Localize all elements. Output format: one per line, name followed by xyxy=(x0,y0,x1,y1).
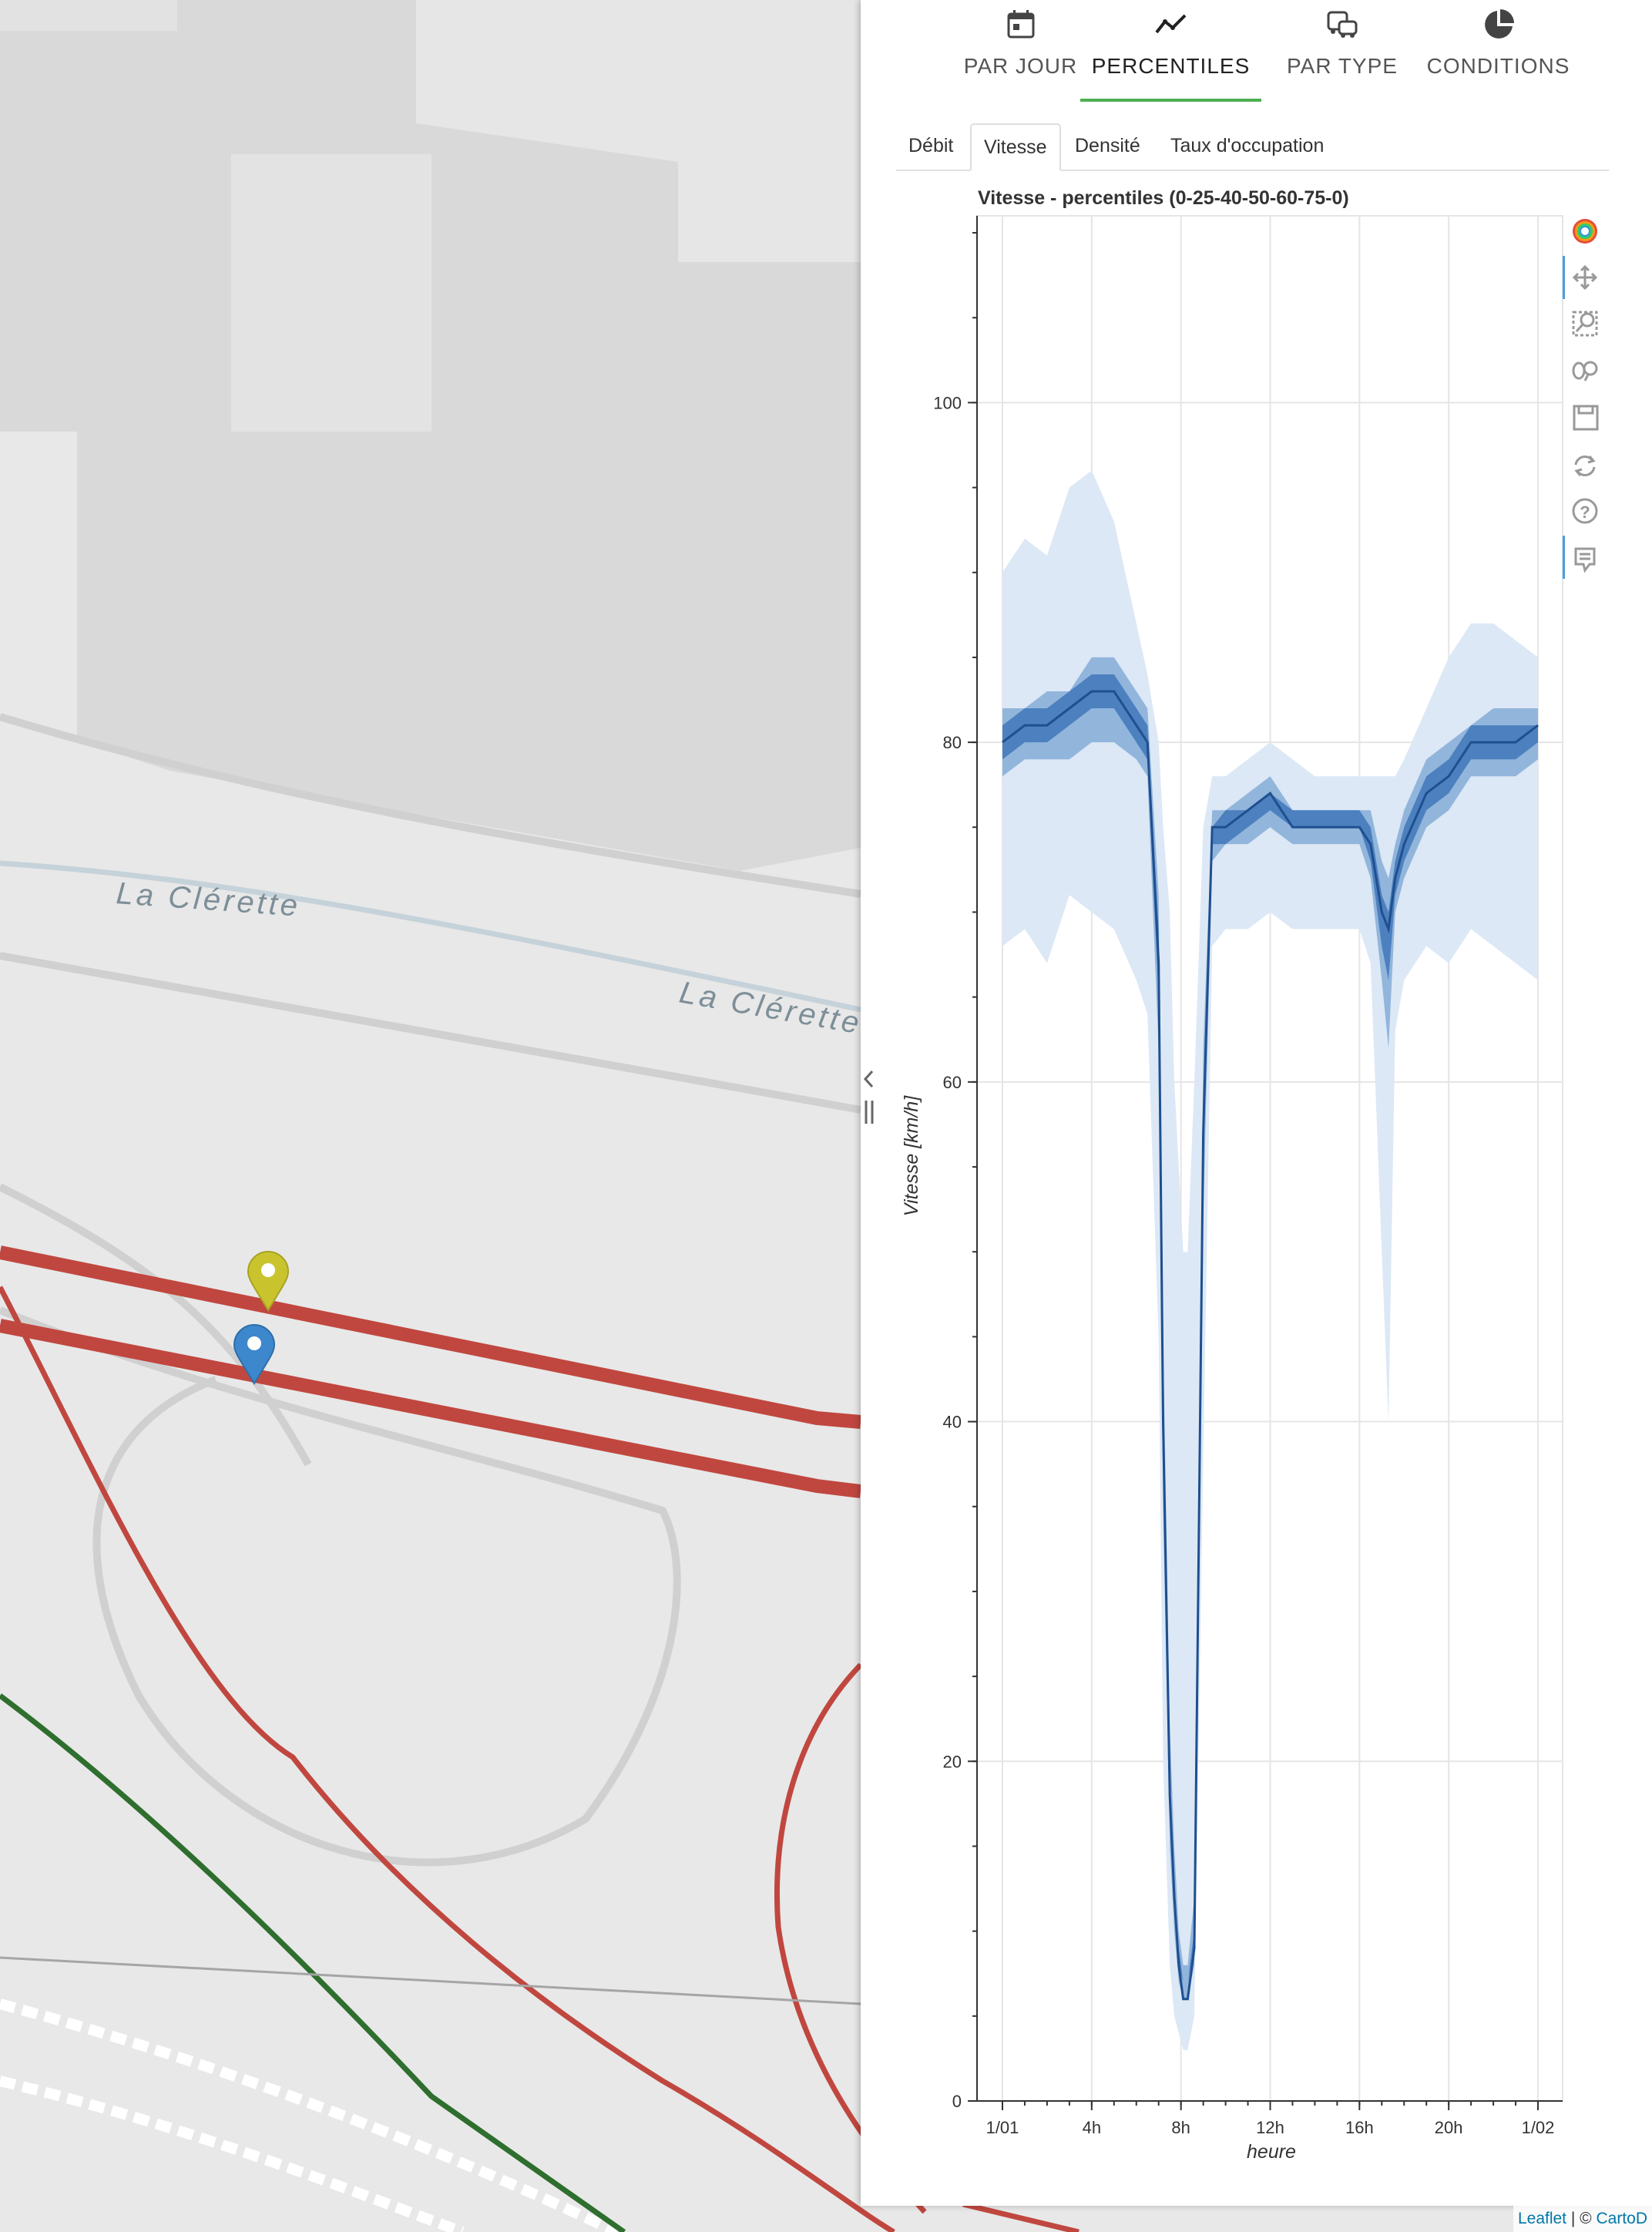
stream-line xyxy=(0,860,861,1013)
help-icon[interactable]: ? xyxy=(1572,498,1598,524)
x-tick-label: 8h xyxy=(1171,2118,1190,2137)
box-zoom-icon[interactable] xyxy=(1572,311,1598,337)
chart-axes: 0 20 40 60 80 100 1/01 4h 8h 12h 16h 20h 1/02 xyxy=(933,216,1563,2137)
x-tick-label: 20h xyxy=(1435,2118,1463,2137)
y-tick-label: 40 xyxy=(943,1413,962,1432)
x-tick-label: 1/02 xyxy=(1522,2118,1555,2137)
pan-tool-icon[interactable] xyxy=(1572,264,1598,291)
reset-icon[interactable] xyxy=(1574,455,1596,476)
drag-handle-icon xyxy=(865,1101,874,1124)
lasso-select-icon[interactable] xyxy=(1572,361,1598,382)
sub-tabs: Débit Vitesse Densité Taux d'occupation xyxy=(896,123,1609,171)
congested-roads xyxy=(0,1245,1080,2232)
boundary-line xyxy=(0,1956,861,2005)
tab-par-jour[interactable]: PAR JOUR xyxy=(938,0,1103,99)
chart-bands xyxy=(1002,470,1539,2050)
leaflet-link[interactable]: Leaflet xyxy=(1517,2210,1567,2227)
hover-tooltip-icon[interactable] xyxy=(1574,547,1596,573)
subtab-debit[interactable]: Débit xyxy=(908,135,954,156)
calendar-icon xyxy=(1007,10,1034,39)
stats-panel: PAR JOUR PERCENTILES PAR TYPE CONDITIONS… xyxy=(861,0,1652,2206)
free-flow-road xyxy=(0,1693,626,2232)
y-tick-label: 0 xyxy=(952,2092,962,2111)
background-roads xyxy=(0,713,861,1867)
y-tick-label: 60 xyxy=(943,1073,962,1092)
tab-conditions-label: CONDITIONS xyxy=(1426,54,1570,78)
save-icon[interactable] xyxy=(1573,405,1599,431)
carto-link[interactable]: CartoD xyxy=(1596,2210,1647,2227)
median-line xyxy=(1002,690,1539,2001)
building-footprint xyxy=(0,0,861,871)
line-chart-icon xyxy=(1154,14,1186,34)
y-tick-label: 100 xyxy=(933,393,962,412)
x-tick-label: 4h xyxy=(1083,2118,1101,2137)
chart-grid xyxy=(976,215,1563,2102)
y-axis-label: Vitesse [km/h] xyxy=(901,1095,922,1217)
tab-percentiles-label: PERCENTILES xyxy=(1091,54,1251,78)
rail-lines xyxy=(0,1998,620,2232)
tab-conditions[interactable]: CONDITIONS xyxy=(1415,0,1581,99)
attribution-separator: | © xyxy=(1566,2210,1597,2227)
map-attribution: Leaflet | © CartoD xyxy=(1513,2206,1652,2232)
subtab-taux-occupation[interactable]: Taux d'occupation xyxy=(1170,135,1325,156)
x-tick-label: 12h xyxy=(1256,2118,1284,2137)
main-tabs: PAR JOUR PERCENTILES PAR TYPE CONDITIONS xyxy=(861,0,1652,102)
tab-percentiles[interactable]: PERCENTILES xyxy=(1080,0,1261,102)
chevron-left-icon xyxy=(863,1070,874,1088)
pie-chart-icon xyxy=(1484,9,1514,39)
vehicles-icon xyxy=(1327,11,1358,38)
x-tick-label: 16h xyxy=(1345,2118,1374,2137)
x-tick-label: 1/01 xyxy=(986,2118,1019,2137)
chart-title: Vitesse - percentiles (0-25-40-50-60-75-… xyxy=(978,187,1349,209)
yellow-marker-icon[interactable] xyxy=(247,1245,290,1312)
y-tick-label: 20 xyxy=(943,1752,962,1771)
tab-par-jour-label: PAR JOUR xyxy=(963,54,1078,78)
tab-par-type-label: PAR TYPE xyxy=(1287,54,1398,78)
panel-collapse-handle[interactable] xyxy=(855,1056,883,1133)
svg-text:?: ? xyxy=(1580,503,1590,522)
bokeh-logo-icon[interactable] xyxy=(1573,219,1597,244)
speed-percentile-chart[interactable]: Vitesse - percentiles (0-25-40-50-60-75-… xyxy=(861,0,1652,2206)
y-tick-label: 80 xyxy=(943,733,962,752)
tab-par-type[interactable]: PAR TYPE xyxy=(1269,0,1415,99)
chart-toolbar: ? xyxy=(1563,219,1599,579)
x-axis-label: heure xyxy=(1247,2141,1296,2163)
blue-marker-icon[interactable] xyxy=(233,1324,276,1385)
subtab-densite[interactable]: Densité xyxy=(1075,135,1140,156)
subtab-vitesse[interactable]: Vitesse xyxy=(970,123,1061,171)
